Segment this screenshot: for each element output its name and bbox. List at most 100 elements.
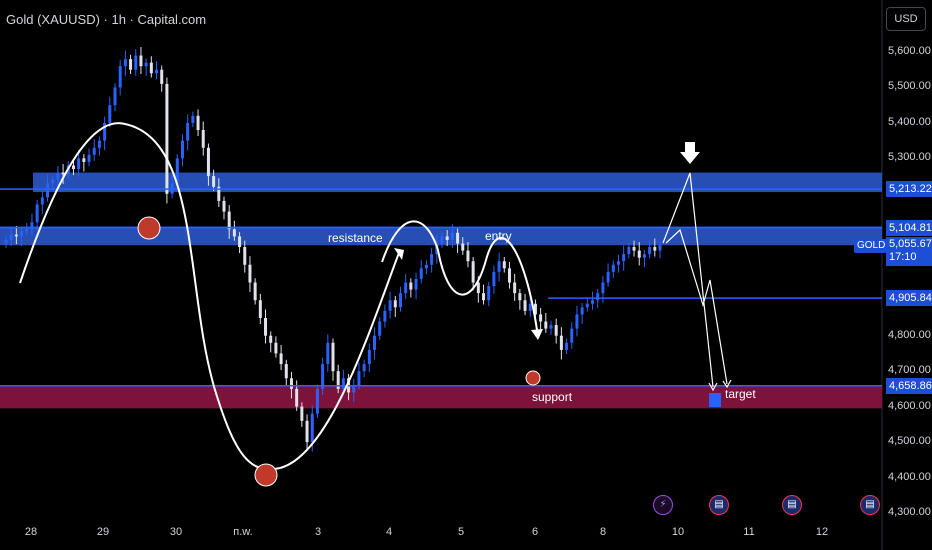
candle xyxy=(160,65,164,92)
candle xyxy=(544,312,548,333)
candle xyxy=(352,378,356,403)
candle xyxy=(61,164,65,184)
candle xyxy=(528,295,532,317)
x-axis-tick: 11 xyxy=(743,526,755,538)
candle xyxy=(217,178,221,207)
annotation-entry: entry xyxy=(485,229,512,243)
candle xyxy=(35,200,39,231)
candle xyxy=(471,256,475,291)
candle xyxy=(637,242,641,266)
chart-title: Gold (XAUUSD) · 1h · Capital.com xyxy=(6,12,207,27)
candle xyxy=(113,83,117,112)
y-axis-tick: 4,600.00 xyxy=(888,399,931,412)
candle xyxy=(559,327,563,360)
candle xyxy=(264,309,268,344)
candle xyxy=(87,148,91,167)
candle xyxy=(97,136,101,156)
candle xyxy=(118,59,122,96)
candle xyxy=(456,228,460,254)
candle xyxy=(616,254,620,273)
candle xyxy=(212,169,216,192)
candle xyxy=(388,291,392,319)
candle xyxy=(243,240,247,273)
candle xyxy=(321,357,325,395)
candle xyxy=(51,175,55,190)
candle xyxy=(123,50,127,76)
candle xyxy=(279,344,283,371)
candle xyxy=(404,273,408,300)
candle xyxy=(549,320,553,335)
candle xyxy=(554,318,558,344)
us-flag-icon[interactable]: ▤ xyxy=(782,495,802,515)
candle xyxy=(222,196,226,220)
entry-arrowhead xyxy=(531,329,543,340)
x-axis-tick: 10 xyxy=(671,526,685,538)
y-axis-tick: 5,300.00 xyxy=(888,151,931,164)
candle xyxy=(373,327,377,360)
y-axis-tick: 4,400.00 xyxy=(888,470,931,483)
candle xyxy=(46,174,50,202)
annotation-target: target xyxy=(725,387,756,401)
currency-selector[interactable]: USD xyxy=(886,7,926,31)
candle xyxy=(430,247,434,273)
candle xyxy=(622,245,626,271)
candle xyxy=(227,205,231,239)
candle xyxy=(518,288,522,310)
candle xyxy=(25,222,29,236)
candle xyxy=(424,260,428,275)
candle xyxy=(393,295,397,317)
candle xyxy=(591,291,595,310)
upper-resistance-zone xyxy=(33,172,882,193)
x-axis-tick: 4 xyxy=(385,526,393,538)
candle xyxy=(4,235,8,248)
annotation-resistance: resistance xyxy=(328,231,383,245)
resistance-zone xyxy=(0,226,882,246)
candle xyxy=(585,297,589,312)
price-level-label: 5,213.22 xyxy=(886,181,932,198)
candle xyxy=(565,338,569,355)
x-axis-tick: 29 xyxy=(96,526,110,538)
candle xyxy=(482,284,486,305)
candle xyxy=(103,116,107,151)
candle xyxy=(186,114,190,151)
candle xyxy=(20,226,24,246)
candle xyxy=(409,278,413,298)
pivot-marker xyxy=(254,463,278,487)
candle xyxy=(134,49,138,76)
candle xyxy=(155,61,159,80)
price-level-label: 5,104.81 xyxy=(886,219,932,236)
us-flag-icon[interactable]: ▤ xyxy=(709,495,729,515)
candle xyxy=(191,111,195,128)
price-level-label: 4,658.86 xyxy=(886,377,932,394)
x-axis-tick: 3 xyxy=(314,526,322,538)
candle xyxy=(336,364,340,394)
y-axis-tick: 5,500.00 xyxy=(888,80,931,93)
candle xyxy=(653,238,657,257)
candle xyxy=(77,149,81,177)
candle xyxy=(30,213,34,236)
candle xyxy=(492,265,496,294)
curve-arrowhead xyxy=(394,248,404,260)
candle xyxy=(9,228,13,246)
lightning-icon[interactable]: ⚡ xyxy=(653,495,673,515)
target-marker xyxy=(709,393,721,407)
y-axis-tick: 4,700.00 xyxy=(888,364,931,377)
us-flag-icon[interactable]: ▤ xyxy=(860,495,880,515)
candle xyxy=(523,293,527,316)
candle xyxy=(440,232,444,248)
candle xyxy=(461,237,465,255)
candle xyxy=(642,249,646,268)
candle xyxy=(575,305,579,337)
candle xyxy=(632,240,636,257)
x-axis-tick: 12 xyxy=(815,526,829,538)
candle xyxy=(570,322,574,349)
candle xyxy=(326,334,330,372)
candle xyxy=(139,47,143,74)
support-zone xyxy=(0,385,882,409)
candle xyxy=(284,359,288,387)
candle xyxy=(627,242,631,259)
candle xyxy=(383,304,387,328)
x-axis-tick: п.w. xyxy=(233,526,253,538)
candle xyxy=(378,317,382,340)
